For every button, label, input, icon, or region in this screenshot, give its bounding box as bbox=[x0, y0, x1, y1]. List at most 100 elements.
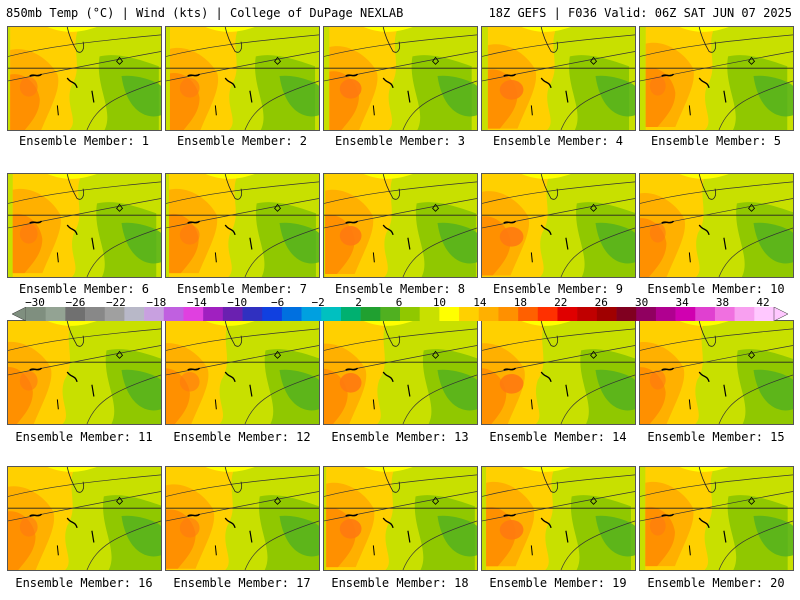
ensemble-member-label: Ensemble Member: 9 bbox=[492, 282, 624, 296]
ensemble-member-label: Ensemble Member: 4 bbox=[492, 134, 624, 148]
ensemble-member-map bbox=[7, 466, 162, 571]
ensemble-member-label: Ensemble Member: 7 bbox=[176, 282, 308, 296]
colorbar-tick-label: 14 bbox=[473, 296, 487, 309]
colorbar-tick-label: −6 bbox=[271, 296, 285, 309]
colorbar-tick-label: −14 bbox=[186, 296, 207, 309]
colorbar-swatch bbox=[242, 307, 263, 321]
colorbar-swatch bbox=[65, 307, 86, 321]
colorbar-tick-label: 18 bbox=[513, 296, 527, 309]
temperature-colorbar bbox=[12, 307, 788, 321]
colorbar-swatch bbox=[104, 307, 125, 321]
colorbar-swatch bbox=[203, 307, 224, 321]
colorbar-tick-label: −22 bbox=[105, 296, 126, 309]
ensemble-member-map bbox=[165, 320, 320, 425]
ensemble-member-label: Ensemble Member: 11 bbox=[15, 430, 153, 444]
colorbar-tick-label: 22 bbox=[554, 296, 568, 309]
colorbar-tick-label: 38 bbox=[715, 296, 730, 309]
colorbar-swatch bbox=[301, 307, 322, 321]
colorbar-swatch bbox=[577, 307, 598, 321]
colorbar-tick-label: 6 bbox=[395, 296, 403, 309]
colorbar-swatch bbox=[695, 307, 716, 321]
colorbar-swatch bbox=[400, 307, 420, 321]
colorbar-tick-label: 30 bbox=[635, 296, 649, 309]
ensemble-member-label: Ensemble Member: 1 bbox=[18, 134, 150, 148]
ensemble-member-label: Ensemble Member: 3 bbox=[334, 134, 466, 148]
colorbar-tick-label: 26 bbox=[594, 296, 608, 309]
colorbar-swatch bbox=[163, 307, 184, 321]
ensemble-member-label: Ensemble Member: 12 bbox=[173, 430, 311, 444]
colorbar-swatch bbox=[144, 307, 165, 321]
colorbar-swatch bbox=[714, 307, 735, 321]
colorbar-swatch bbox=[636, 307, 657, 321]
colorbar-swatch bbox=[537, 307, 558, 321]
ensemble-member-map bbox=[639, 173, 794, 278]
ensemble-member-label: Ensemble Member: 5 bbox=[650, 134, 782, 148]
map-title: 850mb Temp (°C) | Wind (kts) | College o… bbox=[6, 6, 404, 20]
colorbar-swatch bbox=[655, 307, 676, 321]
ensemble-member-map bbox=[481, 26, 636, 131]
ensemble-member-map bbox=[323, 466, 478, 571]
colorbar-swatch bbox=[222, 307, 243, 321]
ensemble-member-label: Ensemble Member: 8 bbox=[334, 282, 466, 296]
ensemble-member-map bbox=[639, 466, 794, 571]
colorbar-tick-label: −18 bbox=[146, 296, 167, 309]
colorbar-swatch bbox=[340, 307, 361, 321]
colorbar-swatch bbox=[478, 307, 499, 321]
ensemble-member-map bbox=[639, 320, 794, 425]
colorbar-tick-label: 10 bbox=[432, 296, 447, 309]
ensemble-member-label: Ensemble Member: 13 bbox=[331, 430, 469, 444]
ensemble-member-map bbox=[7, 26, 162, 131]
ensemble-member-label: Ensemble Member: 15 bbox=[647, 430, 785, 444]
colorbar-min-arrow bbox=[12, 307, 27, 321]
colorbar-swatch bbox=[498, 307, 519, 321]
ensemble-member-label: Ensemble Member: 6 bbox=[18, 282, 150, 296]
ensemble-member-map bbox=[165, 466, 320, 571]
ensemble-member-label: Ensemble Member: 14 bbox=[489, 430, 627, 444]
ensemble-member-map bbox=[165, 173, 320, 278]
colorbar-swatch bbox=[459, 307, 480, 321]
ensemble-member-label: Ensemble Member: 20 bbox=[647, 576, 785, 590]
colorbar-swatch bbox=[734, 307, 755, 321]
colorbar-tick-label: −10 bbox=[227, 296, 248, 309]
ensemble-member-map bbox=[481, 173, 636, 278]
colorbar-max-arrow bbox=[773, 307, 788, 321]
colorbar-swatch bbox=[754, 307, 775, 321]
ensemble-member-map bbox=[323, 26, 478, 131]
colorbar-swatch bbox=[321, 307, 342, 321]
colorbar-swatch bbox=[26, 307, 46, 321]
colorbar-tick-label: 42 bbox=[756, 296, 770, 309]
colorbar-tick-label: −26 bbox=[65, 296, 86, 309]
colorbar-swatch bbox=[380, 307, 401, 321]
ensemble-member-label: Ensemble Member: 16 bbox=[15, 576, 153, 590]
ensemble-member-map bbox=[165, 26, 320, 131]
ensemble-member-label: Ensemble Member: 2 bbox=[176, 134, 308, 148]
colorbar-swatch bbox=[518, 307, 539, 321]
colorbar-swatch bbox=[45, 307, 66, 321]
colorbar-swatch bbox=[675, 307, 696, 321]
ensemble-member-label: Ensemble Member: 10 bbox=[647, 282, 785, 296]
colorbar-swatch bbox=[439, 307, 460, 321]
colorbar-swatch bbox=[281, 307, 302, 321]
colorbar-swatch bbox=[183, 307, 204, 321]
ensemble-member-map bbox=[323, 173, 478, 278]
colorbar-swatch bbox=[124, 307, 145, 321]
colorbar-swatch bbox=[616, 307, 637, 321]
ensemble-member-map bbox=[481, 320, 636, 425]
ensemble-member-map bbox=[7, 320, 162, 425]
colorbar-swatch bbox=[360, 307, 381, 321]
ensemble-member-map bbox=[7, 173, 162, 278]
colorbar-swatch bbox=[85, 307, 106, 321]
colorbar-swatch bbox=[262, 307, 283, 321]
colorbar-tick-label: 2 bbox=[355, 296, 362, 309]
colorbar-tick-label: −30 bbox=[25, 296, 45, 309]
ensemble-member-label: Ensemble Member: 19 bbox=[489, 576, 627, 590]
colorbar-tick-label: 34 bbox=[675, 296, 689, 309]
ensemble-member-label: Ensemble Member: 17 bbox=[173, 576, 311, 590]
model-run-info: 18Z GEFS | F036 Valid: 06Z SAT JUN 07 20… bbox=[488, 6, 792, 20]
colorbar-swatch bbox=[596, 307, 617, 321]
ensemble-member-map bbox=[481, 466, 636, 571]
ensemble-member-map bbox=[639, 26, 794, 131]
ensemble-member-map bbox=[323, 320, 478, 425]
colorbar-swatch bbox=[557, 307, 578, 321]
ensemble-member-label: Ensemble Member: 18 bbox=[331, 576, 469, 590]
